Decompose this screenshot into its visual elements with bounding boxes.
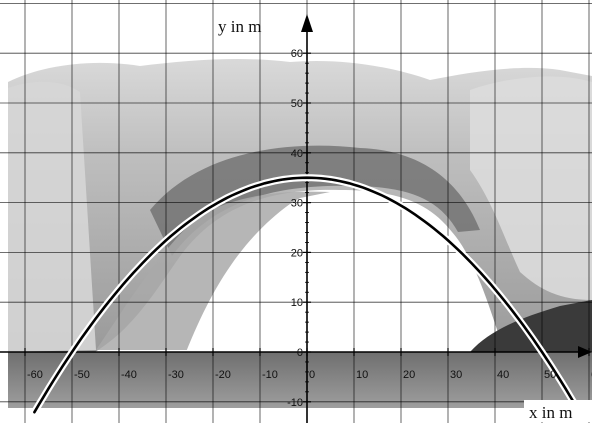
arch-opening (186, 198, 462, 352)
x-axis-title-group: x in m (524, 400, 592, 422)
y-tick-label: 10 (291, 297, 303, 309)
x-tick-label: -20 (215, 369, 231, 381)
y-tick-label: 50 (291, 98, 303, 110)
parabola-layer (30, 174, 584, 416)
y-tick-label: 60 (291, 48, 303, 60)
x-tick-label: -30 (168, 369, 184, 381)
ice-right-wall (470, 76, 592, 301)
y-axis-label: y in m (218, 17, 261, 36)
x-axis-arrowhead (578, 346, 592, 358)
arch-shadow-band (150, 145, 480, 256)
y-tick-label: 40 (291, 148, 303, 160)
y-axis-title: y in m (218, 17, 261, 36)
x-tick-label: -10 (262, 369, 278, 381)
tick-labels: -60 -50 -40 -30 -20 -10 0 10 20 30 40 50 60 -10 0 10 20 3… (27, 48, 592, 409)
x-tick-label: 0 (309, 369, 315, 381)
dark-rock-right (470, 300, 592, 352)
y-tick-label: -10 (287, 397, 303, 409)
ice-left-wall (8, 81, 96, 352)
y-tick-label: 20 (291, 247, 303, 259)
x-tick-label: -40 (121, 369, 137, 381)
x-axis-label: x in m (529, 403, 572, 422)
x-tick-label: -60 (27, 369, 43, 381)
x-tick-label: 50 (544, 369, 556, 381)
y-tick-label: 30 (291, 198, 303, 210)
chart-axes (0, 14, 592, 423)
x-tick-label: 40 (497, 369, 509, 381)
x-tick-label: 10 (356, 369, 368, 381)
y-axis-arrowhead (301, 14, 313, 32)
x-tick-label: 20 (403, 369, 415, 381)
x-axis-label-bg (524, 400, 592, 422)
parabola-curve (33, 176, 581, 414)
x-tick-label: 30 (450, 369, 462, 381)
y-tick-label: 0 (297, 347, 303, 359)
x-tick-label: -50 (74, 369, 90, 381)
